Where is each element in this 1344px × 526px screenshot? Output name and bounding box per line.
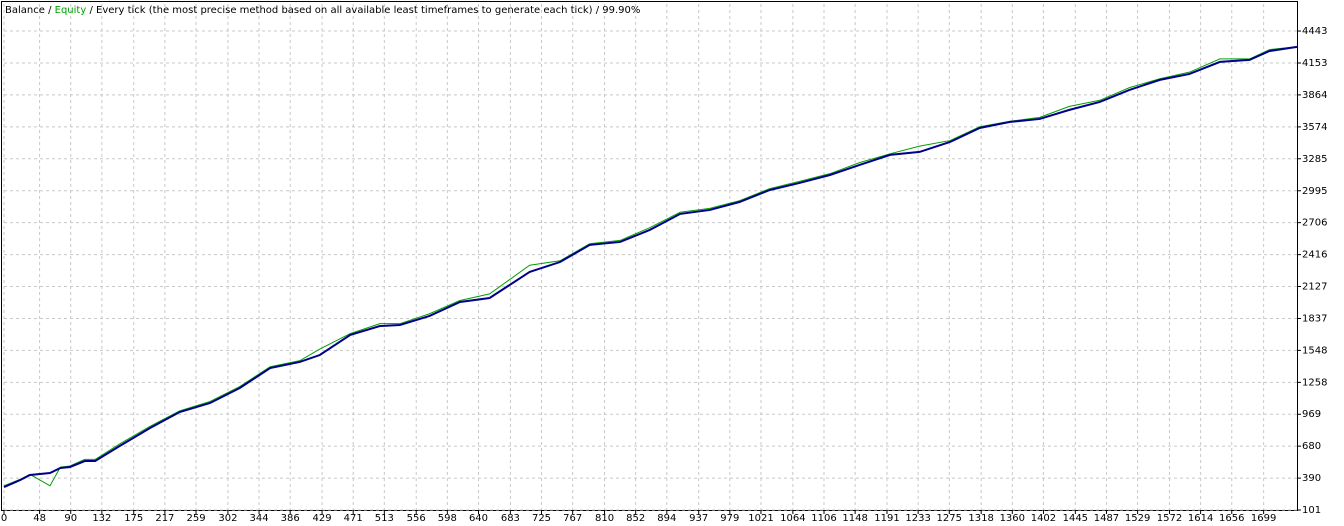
x-tick-label: 810 <box>595 513 614 524</box>
separator: / <box>596 5 600 16</box>
x-tick-label: 302 <box>218 513 237 524</box>
x-tick-label: 429 <box>313 513 332 524</box>
y-tick-label: 4443 <box>1302 26 1327 37</box>
x-tick-label: 598 <box>438 513 457 524</box>
y-tick-label: 4153 <box>1302 58 1327 69</box>
x-tick-label: 1699 <box>1251 513 1276 524</box>
x-tick-label: 90 <box>64 513 77 524</box>
x-tick-label: 1148 <box>842 513 867 524</box>
y-tick-label: 3574 <box>1302 122 1327 133</box>
separator: / <box>89 5 93 16</box>
y-tick-label: 1258 <box>1302 377 1327 388</box>
legend-entry: Balance <box>5 5 45 16</box>
quality: 99.90% <box>602 5 640 16</box>
y-tick-label: 680 <box>1302 441 1321 452</box>
x-tick-label: 1021 <box>748 513 773 524</box>
x-tick-label: 1487 <box>1094 513 1119 524</box>
plot-frame <box>1 1 1298 511</box>
x-tick-label: 386 <box>281 513 300 524</box>
x-tick-label: 852 <box>626 513 645 524</box>
x-tick-label: 1402 <box>1031 513 1056 524</box>
model: Every tick (the most precise method base… <box>96 5 593 16</box>
y-tick-label: 3864 <box>1302 90 1327 101</box>
legend-entry: Equity <box>55 5 87 16</box>
x-tick-label: 48 <box>33 513 46 524</box>
x-tick-label: 471 <box>344 513 363 524</box>
x-tick-label: 937 <box>689 513 708 524</box>
series-line <box>3 45 1298 488</box>
x-tick-label: 725 <box>532 513 551 524</box>
x-tick-label: 1614 <box>1188 513 1213 524</box>
x-tick-label: 513 <box>375 513 394 524</box>
x-tick-label: 344 <box>249 513 268 524</box>
y-tick-label: 2416 <box>1302 250 1327 261</box>
grid <box>3 4 1297 511</box>
y-tick-label: 390 <box>1302 473 1321 484</box>
lines <box>3 45 1298 488</box>
y-tick-label: 2127 <box>1302 282 1327 293</box>
y-tick-label: 1837 <box>1302 313 1327 324</box>
y-tick-label: 2995 <box>1302 186 1327 197</box>
x-tick-label: 1445 <box>1063 513 1088 524</box>
x-tick-label: 1064 <box>780 513 805 524</box>
series-line <box>3 46 1298 487</box>
x-tick-label: 556 <box>407 513 426 524</box>
x-tick-label: 217 <box>155 513 174 524</box>
separator: / <box>48 5 52 16</box>
y-tick-label: 2706 <box>1302 218 1327 229</box>
x-tick-label: 132 <box>92 513 111 524</box>
x-tick-label: 175 <box>124 513 143 524</box>
x-tick-label: 1233 <box>905 513 930 524</box>
y-tick-label: 3285 <box>1302 154 1327 165</box>
x-tick-label: 979 <box>720 513 739 524</box>
x-tick-label: 1656 <box>1219 513 1244 524</box>
x-tick-label: 1191 <box>874 513 899 524</box>
y-tick-label: 101 <box>1302 505 1321 516</box>
x-tick-label: 1318 <box>968 513 993 524</box>
x-tick-label: 0 <box>1 513 7 524</box>
x-tick-label: 1572 <box>1157 513 1182 524</box>
x-tick-label: 1529 <box>1125 513 1150 524</box>
y-tick-label: 969 <box>1302 409 1321 420</box>
x-tick-label: 1106 <box>811 513 836 524</box>
x-tick-label: 640 <box>469 513 488 524</box>
x-tick-label: 894 <box>657 513 676 524</box>
x-tick-label: 767 <box>563 513 582 524</box>
y-tick-label: 1548 <box>1302 345 1327 356</box>
chart-header: Balance / Equity / Every tick (the most … <box>5 5 640 16</box>
x-tick-label: 1275 <box>937 513 962 524</box>
x-tick-label: 259 <box>186 513 205 524</box>
axes: 101 390 680 969 1258 1548 1837 2127 2416 2706 2995… <box>1 26 1328 524</box>
x-tick-label: 1360 <box>1000 513 1025 524</box>
x-tick-label: 683 <box>501 513 520 524</box>
